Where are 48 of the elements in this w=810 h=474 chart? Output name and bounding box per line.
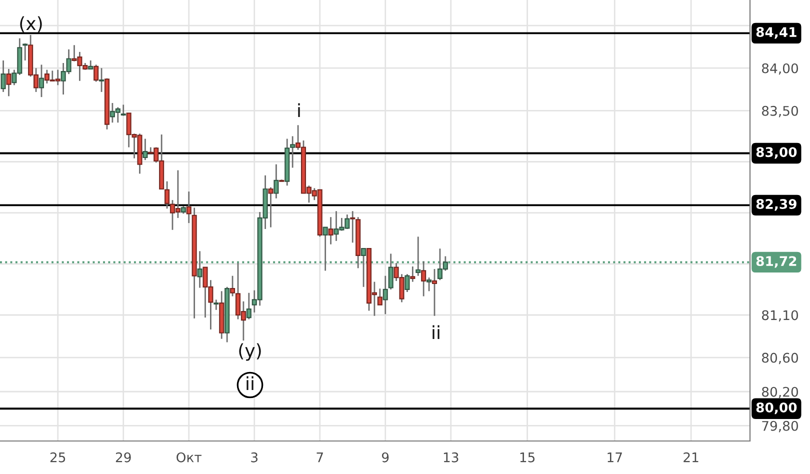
candlestick <box>6 68 12 97</box>
candlestick <box>186 190 192 224</box>
candlestick <box>328 216 334 246</box>
ref-line-label: 84,41 <box>756 27 796 39</box>
annotation: ii <box>246 376 254 390</box>
candlestick <box>421 260 426 297</box>
candlestick <box>120 104 126 116</box>
annotation: ii <box>432 325 440 339</box>
x-tick-label: 17 <box>608 452 622 462</box>
ref-line-label: 83,00 <box>756 147 797 159</box>
ref-line-label: 82,39 <box>756 199 796 211</box>
annotation: i <box>298 103 300 117</box>
candlestick <box>94 64 99 82</box>
candlestick <box>404 273 410 293</box>
candlestick <box>246 292 252 320</box>
ref-line-label: 81,72 <box>756 256 796 268</box>
candlestick <box>0 60 6 93</box>
candlestick <box>214 298 219 311</box>
x-tick-label: 3 <box>251 452 258 462</box>
ref-line-label: 80,00 <box>756 402 797 414</box>
y-tick-label: 80,60 <box>762 352 798 364</box>
y-tick-label: 84,00 <box>762 63 798 75</box>
x-tick-label: 7 <box>316 452 323 462</box>
candlestick <box>268 186 274 228</box>
candlestick <box>432 268 438 317</box>
candlestick <box>377 288 382 306</box>
candlestick <box>22 42 28 62</box>
x-tick-label: 13 <box>444 452 458 462</box>
y-tick-label: 80,20 <box>762 386 798 398</box>
candlestick <box>38 64 44 98</box>
candlestick <box>99 67 104 93</box>
x-tick-label: 21 <box>684 452 698 462</box>
x-tick-label: 9 <box>382 452 389 462</box>
x-tick-label: Окт <box>176 452 202 462</box>
candlestick <box>274 164 279 200</box>
candlestick <box>164 180 170 210</box>
y-tick-label: 83,50 <box>762 106 798 118</box>
candlestick <box>426 276 432 292</box>
candlestick <box>142 138 148 161</box>
annotation: (y) <box>239 343 261 361</box>
y-tick-label: 81,10 <box>762 310 798 322</box>
annotation: (x) <box>20 16 42 32</box>
x-tick-label: 25 <box>50 452 66 462</box>
y-tick-label: 79,80 <box>762 420 798 432</box>
candlestick <box>382 275 388 315</box>
x-tick-label: 15 <box>520 452 535 462</box>
x-tick-label: 29 <box>116 452 131 462</box>
candlestick <box>410 266 416 282</box>
